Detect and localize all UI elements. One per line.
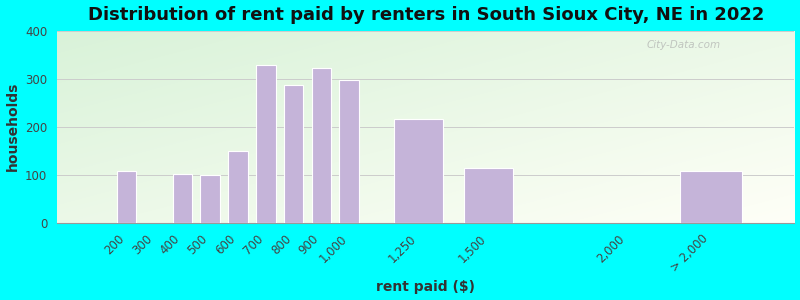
X-axis label: rent paid ($): rent paid ($) — [376, 280, 475, 294]
Title: Distribution of rent paid by renters in South Sioux City, NE in 2022: Distribution of rent paid by renters in … — [87, 6, 764, 24]
Bar — [312, 68, 331, 223]
Bar — [117, 171, 137, 223]
Bar — [394, 119, 443, 223]
Bar — [339, 80, 359, 223]
Bar — [284, 85, 303, 223]
Bar — [200, 175, 220, 223]
Bar — [680, 171, 742, 223]
Bar — [228, 151, 248, 223]
Bar — [464, 168, 513, 223]
Bar — [256, 65, 275, 223]
Y-axis label: households: households — [6, 82, 19, 171]
Text: City-Data.com: City-Data.com — [647, 40, 721, 50]
Bar — [173, 174, 192, 223]
